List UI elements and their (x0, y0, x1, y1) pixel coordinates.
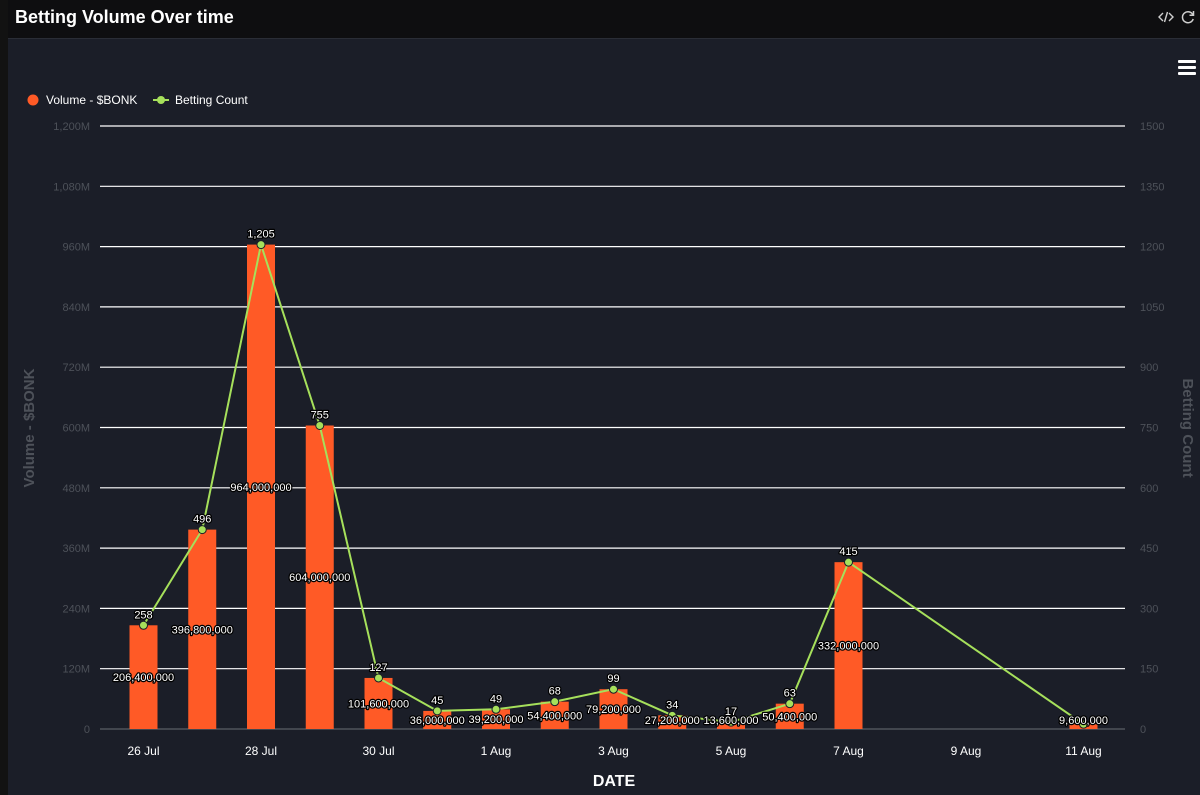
bar-data-label: 206,400,000 (113, 672, 174, 684)
x-tick-label: 28 Jul (245, 744, 277, 758)
bar-data-label: 332,000,000 (818, 641, 879, 653)
line-data-label: 45 (431, 695, 443, 707)
y-tick-label: 720M (62, 362, 90, 374)
y2-axis-title: Betting Count (1179, 378, 1196, 477)
line-data-label: 34 (666, 699, 678, 711)
line-point (667, 710, 677, 720)
x-tick-label: 3 Aug (598, 744, 629, 758)
bar (482, 709, 510, 729)
line-data-label: 49 (490, 693, 502, 705)
line-point (785, 699, 795, 709)
legend-marker-count (157, 96, 165, 104)
legend-label-volume: Volume - $BONK (46, 93, 137, 107)
y2-tick-label: 150 (1140, 664, 1158, 676)
y-tick-label: 960M (62, 242, 90, 254)
line-data-label: 63 (784, 688, 796, 700)
bar (834, 562, 863, 729)
code-icon[interactable] (1158, 9, 1174, 25)
legend-label-count: Betting Count (175, 93, 248, 107)
bar (305, 425, 334, 729)
y-tick-label: 600M (62, 423, 90, 435)
y2-tick-label: 750 (1140, 423, 1158, 435)
y2-tick-label: 1200 (1140, 242, 1164, 254)
y2-tick-label: 0 (1140, 724, 1146, 736)
legend-marker-volume (27, 94, 39, 106)
line-point (315, 420, 325, 430)
line-data-label: 1,205 (247, 229, 275, 241)
y-tick-label: 480M (62, 483, 90, 495)
y-tick-label: 360M (62, 543, 90, 555)
y2-tick-label: 300 (1140, 603, 1158, 615)
bar (599, 689, 628, 729)
page-title: Betting Volume Over time (15, 7, 234, 27)
y2-tick-label: 900 (1140, 362, 1158, 374)
y-tick-label: 240M (62, 603, 90, 615)
y-tick-label: 0 (84, 724, 90, 736)
line-point (1079, 719, 1088, 729)
y-tick-label: 840M (62, 302, 90, 314)
line-point (256, 240, 266, 250)
y2-tick-label: 1350 (1140, 181, 1164, 193)
bar (364, 677, 393, 729)
bar-data-label: 13,600,000 (703, 715, 758, 727)
line-data-label: 258 (134, 609, 152, 621)
panel-header: Betting Volume Over time (8, 0, 1200, 39)
y2-tick-label: 1050 (1140, 302, 1164, 314)
series-line-betting-count (142, 240, 1085, 725)
bar (188, 529, 217, 729)
bar (658, 715, 687, 729)
bar (540, 701, 569, 729)
y-axis-title: Volume - $BONK (21, 368, 38, 487)
line-point (550, 697, 560, 707)
x-tick-label: 1 Aug (481, 744, 512, 758)
bar-data-label: 101,600,000 (348, 698, 409, 710)
x-tick-label: 11 Aug (1065, 744, 1101, 758)
line-data-label: 755 (311, 409, 329, 421)
x-tick-label: 7 Aug (833, 744, 864, 758)
bar (423, 710, 452, 729)
bar-data-label: 39,200,000 (468, 714, 523, 726)
bar-data-label: 964,000,000 (230, 482, 291, 494)
line-data-label: 415 (839, 546, 857, 558)
bar-data-label: 54,400,000 (527, 710, 582, 722)
line-data-label: 99 (607, 673, 619, 685)
x-tick-label: 30 Jul (362, 744, 394, 758)
x-tick-label: 26 Jul (127, 744, 159, 758)
x-tick-label: 9 Aug (951, 744, 982, 758)
x-tick-label: 5 Aug (716, 744, 747, 758)
line-point (726, 717, 736, 727)
y-tick-label: 1,080M (53, 181, 90, 193)
x-axis-title: DATE (593, 773, 636, 790)
bar-data-label: 396,800,000 (172, 624, 233, 636)
line-point (432, 706, 442, 716)
bar-data-label: 27,200,000 (645, 715, 700, 727)
bar (247, 244, 275, 729)
bar-data-label: 50,400,000 (762, 711, 817, 723)
line-point (491, 704, 501, 714)
y2-tick-label: 600 (1140, 483, 1158, 495)
line-point (374, 673, 383, 683)
refresh-icon[interactable] (1180, 9, 1196, 25)
y2-tick-label: 450 (1140, 543, 1158, 555)
line-point (609, 684, 618, 694)
bar-data-label: 36,000,000 (410, 715, 465, 727)
line-data-label: 68 (549, 686, 561, 698)
bar (129, 625, 158, 729)
hamburger-menu-icon[interactable] (1178, 60, 1196, 76)
line-data-label: 127 (369, 662, 387, 674)
line-data-label: 496 (193, 514, 211, 526)
line-point (197, 525, 207, 535)
line-point (139, 620, 148, 630)
y-tick-label: 1,200M (53, 121, 90, 133)
line-point (844, 557, 853, 567)
y2-tick-label: 1500 (1140, 121, 1164, 133)
line-data-label: 17 (725, 706, 737, 718)
bar-data-label: 9,600,000 (1059, 715, 1108, 727)
bar-data-label: 79,200,000 (586, 704, 641, 716)
y-tick-label: 120M (62, 664, 90, 676)
bar-data-label: 604,000,000 (289, 572, 350, 584)
